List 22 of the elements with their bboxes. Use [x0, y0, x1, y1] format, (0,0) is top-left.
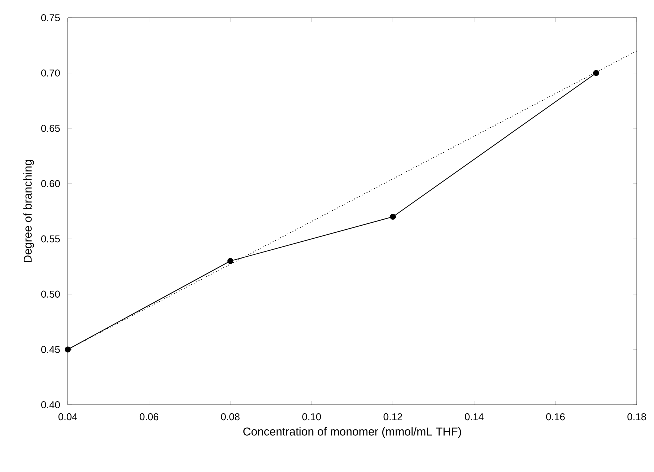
y-tick-label: 0.40: [41, 401, 60, 409]
x-axis-title: Concentration of monomer (mmol/mL THF): [244, 427, 462, 438]
y-tick-label: 0.55: [41, 236, 60, 243]
y-tick-label: 0.45: [41, 346, 60, 354]
y-tick-label: 0.60: [41, 180, 60, 188]
y-tick-label: 0.65: [41, 125, 60, 132]
x-tick-label: 0.06: [140, 414, 159, 421]
x-tick-label: 0.04: [58, 414, 78, 421]
point: [65, 346, 71, 353]
x-tick-label: 0.14: [465, 414, 484, 421]
x-tick-label: 0.08: [221, 414, 240, 421]
point: [390, 214, 396, 220]
y-tick-label: 0.75: [41, 14, 60, 22]
point: [228, 258, 234, 264]
x-tick-label: 0.18: [628, 414, 646, 421]
x-tick-label: 0.10: [302, 414, 322, 421]
x-tick-label: 0.12: [384, 414, 402, 421]
y-tick-label: 0.50: [41, 290, 60, 298]
point: [593, 70, 600, 76]
x-tick-label: 0.16: [546, 414, 565, 421]
y-tick-label: 0.70: [41, 70, 60, 77]
y-axis-title: Degree of branching: [24, 160, 34, 262]
